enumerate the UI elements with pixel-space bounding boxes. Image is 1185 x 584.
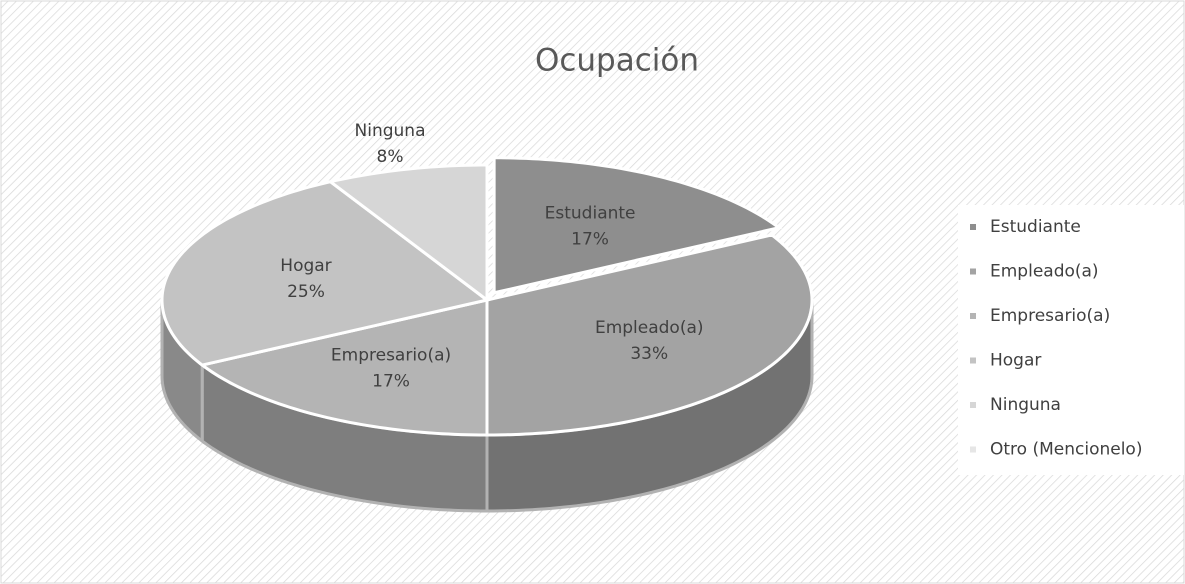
slice-value-label: 17% xyxy=(372,371,410,391)
legend-swatch xyxy=(970,313,976,319)
legend-label: Empleado(a) xyxy=(990,262,1099,282)
pie-slice xyxy=(485,233,814,437)
slice-value-label: 25% xyxy=(287,282,325,302)
slice-category-label: Empresario(a) xyxy=(331,345,451,365)
legend-swatch xyxy=(970,402,976,408)
pie-slice xyxy=(160,180,491,367)
slice-category-label: Hogar xyxy=(280,256,331,276)
slice-category-label: Empleado(a) xyxy=(595,318,704,338)
legend-background xyxy=(958,205,1184,475)
pie-slice xyxy=(326,163,489,304)
pie-slice xyxy=(492,156,783,295)
slice-category-label: Ninguna xyxy=(355,121,426,141)
legend-label: Hogar xyxy=(990,351,1041,371)
chart-title: Ocupación xyxy=(535,43,699,79)
legend-swatch xyxy=(970,268,976,275)
legend-swatch xyxy=(970,446,976,453)
legend-label: Empresario(a) xyxy=(990,306,1110,326)
slice-value-label: 17% xyxy=(571,229,609,249)
slice-value-label: 33% xyxy=(630,344,668,364)
legend-label: Estudiante xyxy=(990,217,1081,237)
pie-slice xyxy=(198,298,489,437)
slice-value-label: 8% xyxy=(377,147,404,167)
legend-label: Ninguna xyxy=(990,395,1061,415)
slice-category-label: Estudiante xyxy=(545,203,636,223)
legend-swatch xyxy=(970,357,976,364)
legend-swatch xyxy=(970,224,976,230)
legend-label: Otro (Mencionelo) xyxy=(990,440,1142,460)
